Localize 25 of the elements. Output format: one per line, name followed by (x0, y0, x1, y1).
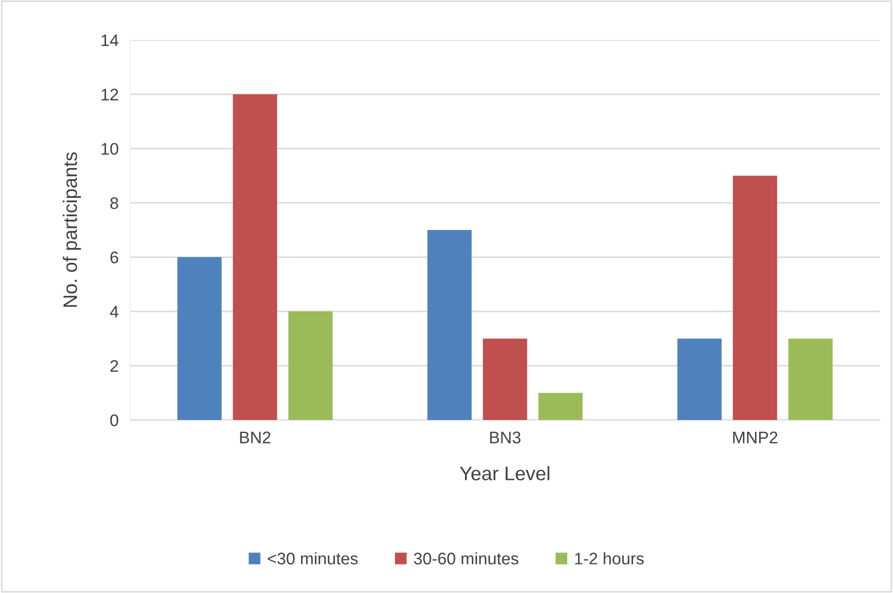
bar (232, 94, 278, 420)
bar (288, 311, 333, 420)
bar (788, 338, 833, 420)
y-tick-label: 10 (102, 142, 118, 155)
x-tick-label: MNP2 (733, 432, 778, 444)
x-tick-label: BN3 (490, 432, 520, 444)
y-tick-label: 12 (102, 88, 118, 100)
legend-label: 1-2 hours (575, 552, 644, 564)
bar (732, 176, 778, 420)
y-tick-label: 8 (110, 197, 118, 210)
y-tick-label: 4 (110, 306, 118, 318)
bar (677, 338, 722, 420)
legend-label: 30-60 minutes (414, 552, 518, 564)
legend-label: <30 minutes (268, 552, 358, 564)
bar (177, 257, 222, 420)
y-tick-label: 6 (110, 252, 118, 264)
y-axis-title: No. of participants (62, 152, 81, 307)
x-axis-title: Year Level (460, 466, 550, 480)
bar (427, 230, 472, 420)
bar (538, 392, 583, 420)
y-tick-label: 0 (110, 414, 118, 426)
y-tick-label: 14 (102, 34, 118, 46)
bar (482, 338, 528, 420)
y-tick-label: 2 (110, 360, 118, 372)
x-tick-label: BN2 (240, 432, 270, 444)
